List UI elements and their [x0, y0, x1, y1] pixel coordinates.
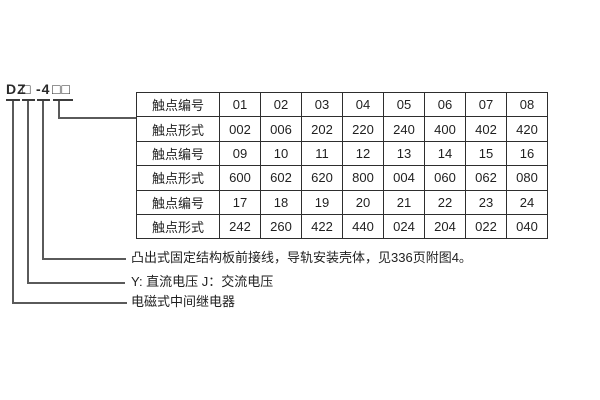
annotation-relay-type: 电磁式中间继电器: [131, 294, 236, 309]
table-row: 触点形式 002 006 202 220 240 400 402 420: [136, 116, 548, 142]
value-cell: 600: [219, 165, 261, 191]
row-label-cell: 触点形式: [136, 165, 220, 191]
leader-horizontal-contact-table: [58, 117, 136, 119]
value-cell: 402: [465, 116, 507, 142]
model-code-contact-placeholder: □□: [52, 81, 71, 97]
leader-horizontal-structure: [42, 258, 126, 260]
value-cell: 242: [219, 213, 261, 240]
value-cell: 02: [260, 91, 302, 118]
value-cell: 024: [383, 213, 425, 240]
value-cell: 260: [260, 213, 302, 240]
value-cell: 620: [301, 165, 343, 191]
underline-prefix: [6, 99, 20, 101]
table-row: 触点形式 242 260 422 440 024 204 022 040: [136, 213, 548, 240]
row-label-cell: 触点编号: [136, 140, 220, 167]
value-cell: 004: [383, 165, 425, 191]
table-row: 触点编号 17 18 19 20 21 22 23 24: [136, 189, 548, 215]
row-label-cell: 触点形式: [136, 116, 220, 142]
annotation-voltage-type: Y: 直流电压 J：交流电压: [131, 274, 274, 289]
value-cell: 19: [301, 189, 343, 215]
value-cell: 040: [506, 213, 548, 240]
value-cell: 006: [260, 116, 302, 142]
value-cell: 022: [465, 213, 507, 240]
underline-suffix: [37, 99, 50, 101]
table-row: 触点形式 600 602 620 800 004 060 062 080: [136, 165, 548, 191]
row-label-cell: 触点编号: [136, 189, 220, 215]
leader-vertical-voltage-type: [27, 101, 29, 284]
table-row: 触点编号 09 10 11 12 13 14 15 16: [136, 140, 548, 167]
value-cell: 800: [342, 165, 384, 191]
value-cell: 08: [506, 91, 548, 118]
leader-horizontal-voltage-type: [27, 282, 125, 284]
value-cell: 16: [506, 140, 548, 167]
value-cell: 602: [260, 165, 302, 191]
value-cell: 06: [424, 91, 466, 118]
leader-vertical-contact-table: [58, 101, 60, 119]
model-code-suffix: -4: [36, 81, 51, 97]
underline-voltage-box: [22, 99, 35, 101]
value-cell: 440: [342, 213, 384, 240]
row-label-cell: 触点形式: [136, 213, 220, 240]
value-cell: 01: [219, 91, 261, 118]
value-cell: 17: [219, 189, 261, 215]
value-cell: 21: [383, 189, 425, 215]
value-cell: 080: [506, 165, 548, 191]
value-cell: 060: [424, 165, 466, 191]
value-cell: 14: [424, 140, 466, 167]
value-cell: 13: [383, 140, 425, 167]
value-cell: 002: [219, 116, 261, 142]
annotation-structure: 凸出式固定结构板前接线，导轨安装壳体，见336页附图4。: [131, 250, 472, 265]
value-cell: 12: [342, 140, 384, 167]
value-cell: 204: [424, 213, 466, 240]
value-cell: 422: [301, 213, 343, 240]
value-cell: 03: [301, 91, 343, 118]
value-cell: 10: [260, 140, 302, 167]
value-cell: 18: [260, 189, 302, 215]
value-cell: 22: [424, 189, 466, 215]
model-code-voltage-placeholder: □: [22, 81, 32, 97]
value-cell: 07: [465, 91, 507, 118]
value-cell: 240: [383, 116, 425, 142]
value-cell: 20: [342, 189, 384, 215]
leader-vertical-structure: [42, 101, 44, 260]
value-cell: 09: [219, 140, 261, 167]
value-cell: 062: [465, 165, 507, 191]
value-cell: 23: [465, 189, 507, 215]
value-cell: 24: [506, 189, 548, 215]
value-cell: 420: [506, 116, 548, 142]
table-row: 触点编号 01 02 03 04 05 06 07 08: [136, 91, 548, 118]
contact-table-body: 触点编号 01 02 03 04 05 06 07 08 触点形式 002 006 202 220 240 4…: [136, 91, 548, 240]
value-cell: 202: [301, 116, 343, 142]
row-label-cell: 触点编号: [136, 91, 220, 118]
value-cell: 05: [383, 91, 425, 118]
model-code-prefix: DZ: [6, 81, 27, 97]
value-cell: 220: [342, 116, 384, 142]
value-cell: 15: [465, 140, 507, 167]
leader-vertical-relay-type: [12, 101, 14, 304]
contact-code-table: 触点编号 01 02 03 04 05 06 07 08 触点形式 002 006 202 220 240 4…: [136, 91, 548, 240]
value-cell: 400: [424, 116, 466, 142]
value-cell: 04: [342, 91, 384, 118]
leader-horizontal-relay-type: [12, 302, 127, 304]
value-cell: 11: [301, 140, 343, 167]
underline-contact-box: [53, 99, 73, 101]
